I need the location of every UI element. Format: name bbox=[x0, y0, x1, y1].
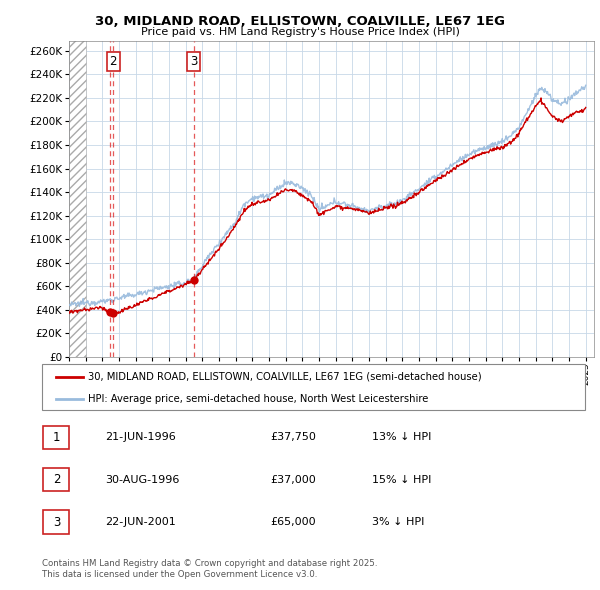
Text: Contains HM Land Registry data © Crown copyright and database right 2025.
This d: Contains HM Land Registry data © Crown c… bbox=[42, 559, 377, 579]
FancyBboxPatch shape bbox=[43, 425, 70, 449]
Text: 22-JUN-2001: 22-JUN-2001 bbox=[105, 517, 176, 527]
Text: 3: 3 bbox=[190, 55, 197, 68]
Text: 30, MIDLAND ROAD, ELLISTOWN, COALVILLE, LE67 1EG (semi-detached house): 30, MIDLAND ROAD, ELLISTOWN, COALVILLE, … bbox=[88, 372, 482, 382]
Text: Price paid vs. HM Land Registry's House Price Index (HPI): Price paid vs. HM Land Registry's House … bbox=[140, 27, 460, 37]
Text: £37,750: £37,750 bbox=[270, 432, 316, 442]
Text: 3% ↓ HPI: 3% ↓ HPI bbox=[372, 517, 424, 527]
Text: 30-AUG-1996: 30-AUG-1996 bbox=[105, 475, 179, 484]
Text: 15% ↓ HPI: 15% ↓ HPI bbox=[372, 475, 431, 484]
Text: 1: 1 bbox=[53, 431, 60, 444]
Text: 13% ↓ HPI: 13% ↓ HPI bbox=[372, 432, 431, 442]
FancyBboxPatch shape bbox=[43, 468, 70, 491]
Text: 2: 2 bbox=[53, 473, 60, 486]
FancyBboxPatch shape bbox=[42, 364, 585, 410]
Text: 30, MIDLAND ROAD, ELLISTOWN, COALVILLE, LE67 1EG: 30, MIDLAND ROAD, ELLISTOWN, COALVILLE, … bbox=[95, 15, 505, 28]
Text: £37,000: £37,000 bbox=[270, 475, 316, 484]
Text: 3: 3 bbox=[53, 516, 60, 529]
Text: 2: 2 bbox=[110, 55, 117, 68]
Text: £65,000: £65,000 bbox=[270, 517, 316, 527]
Text: 21-JUN-1996: 21-JUN-1996 bbox=[105, 432, 176, 442]
Text: HPI: Average price, semi-detached house, North West Leicestershire: HPI: Average price, semi-detached house,… bbox=[88, 394, 428, 404]
FancyBboxPatch shape bbox=[43, 510, 70, 534]
